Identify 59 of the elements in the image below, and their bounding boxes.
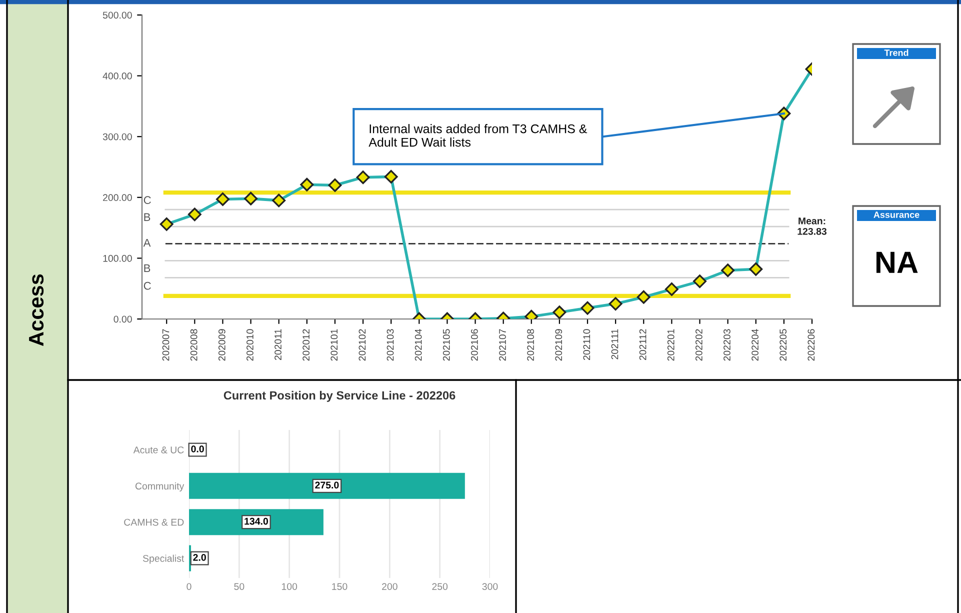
text: NA (876, 252, 918, 273)
annotation: C (144, 282, 151, 290)
x-tick-label: 202206 (808, 329, 815, 361)
annotation: Internal waits added from T3 CAMHS & Adult ED Wait lists (368, 124, 588, 147)
y-tick-label: Specialist (142, 554, 184, 564)
x-tick-label: 202104 (414, 329, 422, 361)
x-tick-label: 200 (382, 583, 398, 590)
y-tick-label: 500.00 (102, 12, 132, 19)
text: Assurance (874, 212, 920, 218)
bar (189, 472, 465, 499)
x-tick-label: 0 (186, 583, 192, 590)
data-label: 275.0 (315, 482, 339, 489)
x-tick-label: 202010 (246, 329, 254, 361)
x-tick-label: 202102 (358, 329, 366, 361)
data-label: 0.0 (191, 445, 204, 452)
x-tick-label: 202109 (555, 329, 562, 361)
x-tick-label: 202201 (667, 329, 674, 361)
x-tick-label: 202101 (330, 329, 338, 361)
y-tick-label: 200.00 (103, 194, 132, 202)
x-tick-label: 202105 (442, 329, 450, 361)
y-tick-label: 400.00 (102, 72, 132, 80)
bar (189, 509, 324, 536)
chart-title: Current Position by Service Line - 202206 (224, 390, 456, 402)
x-tick-label: 300 (482, 583, 498, 590)
x-tick-label: 202203 (724, 329, 730, 361)
x-tick-label: 202112 (639, 329, 646, 360)
annotation: C (144, 196, 151, 204)
data-label: 134.0 (244, 518, 268, 525)
x-tick-label: 202111 (611, 329, 618, 360)
x-tick-label: 202008 (190, 329, 198, 361)
x-tick-label: 100 (282, 583, 298, 590)
y-tick-label: 0.00 (114, 316, 132, 323)
x-tick-label: 202103 (386, 329, 394, 361)
x-tick-label: 202009 (218, 329, 226, 361)
text: Trend (884, 49, 908, 56)
annotation: A (143, 238, 151, 247)
data-label: 2.0 (193, 554, 206, 561)
y-tick-label: 100.00 (103, 254, 132, 262)
x-tick-label: 202110 (583, 329, 590, 360)
x-tick-label: 202107 (499, 329, 506, 361)
x-tick-label: 202106 (471, 329, 478, 361)
ref-line-label: Mean: 123.83 (798, 218, 827, 235)
x-tick-label: 202205 (780, 329, 787, 361)
x-tick-label: 150 (332, 583, 348, 590)
y-tick-label: CAMHS & ED (124, 518, 184, 526)
x-tick-label: 250 (432, 583, 448, 590)
annotation: B (144, 264, 150, 272)
x-tick-label: 202011 (274, 329, 282, 360)
y-tick-label: 300.00 (102, 133, 132, 140)
y-tick-label: Community (135, 482, 184, 492)
x-tick-label: 202007 (162, 329, 170, 361)
x-tick-label: 202204 (752, 329, 758, 361)
x-tick-label: 202012 (302, 329, 310, 361)
x-tick-label: 202202 (695, 329, 702, 361)
y-tick-label: Acute & UC (133, 446, 184, 454)
text: Access (29, 274, 44, 346)
x-tick-label: 202108 (527, 329, 534, 361)
annotation: B (144, 213, 150, 221)
x-tick-label: 50 (234, 583, 244, 590)
